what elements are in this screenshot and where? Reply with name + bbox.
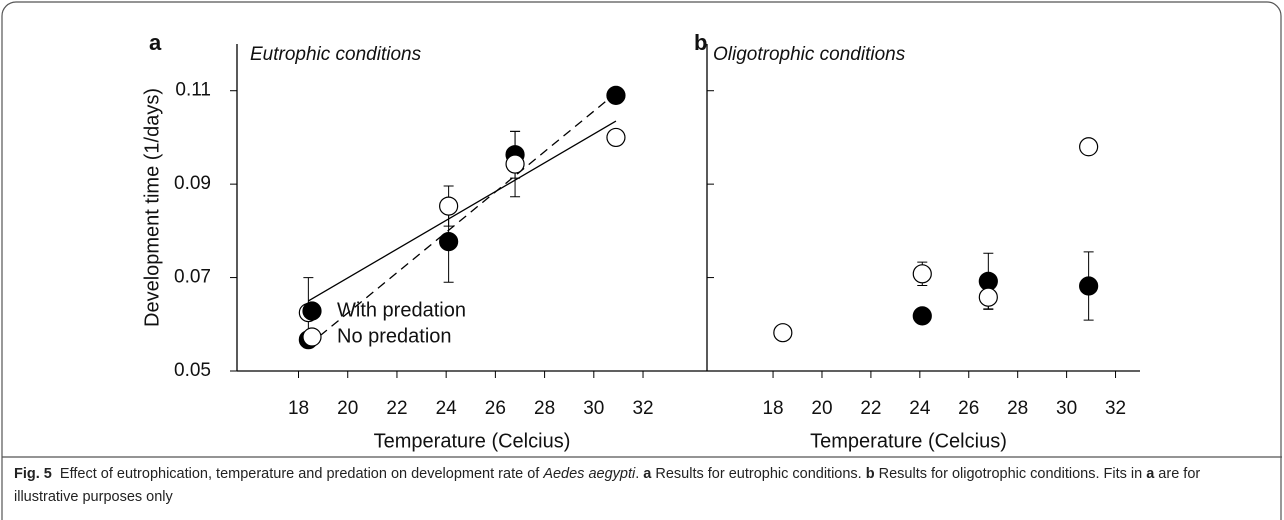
point: [912, 264, 932, 284]
x-tick-label: 22: [386, 398, 407, 419]
x-tick-label: 32: [632, 398, 653, 419]
x-tick-label: 26: [485, 398, 506, 419]
legend-label: With predation: [337, 299, 466, 321]
point: [606, 85, 626, 105]
x-tick-label: 28: [1007, 398, 1028, 419]
caption-segment: a: [1146, 466, 1155, 482]
fit-line: [308, 120, 617, 302]
caption-segment: Results for eutrophic conditions.: [651, 466, 866, 482]
caption-segment: are for illustrative purposes only: [14, 466, 1205, 505]
x-tick-label: 26: [958, 398, 979, 419]
legend-marker: [302, 327, 322, 347]
x-axis-label: Temperature (Celcius): [810, 430, 1007, 452]
panel-label: a: [149, 30, 162, 55]
point: [912, 306, 932, 326]
x-tick-label: 32: [1105, 398, 1126, 419]
x-axis-label: Temperature (Celcius): [374, 430, 571, 452]
x-tick-label: 30: [583, 398, 604, 419]
x-tick-label: 18: [762, 398, 783, 419]
caption-segment: a: [643, 466, 652, 482]
caption-segment: .: [635, 466, 644, 482]
y-tick-label: 0.09: [174, 173, 211, 194]
caption-segment: Results for oligotrophic conditions. Fit…: [874, 466, 1147, 482]
x-tick-label: 22: [860, 398, 881, 419]
panel-label: b: [694, 30, 707, 55]
fit-line: [307, 92, 617, 346]
legend-marker: [302, 301, 322, 321]
y-axis-label: Development time (1/days): [141, 88, 163, 327]
point: [505, 154, 525, 174]
caption-segment: Fig. 5: [14, 466, 52, 482]
point: [439, 232, 459, 252]
x-tick-label: 24: [909, 398, 931, 419]
legend-label: No predation: [337, 325, 452, 347]
point: [1079, 276, 1099, 296]
caption-segment: b: [865, 466, 875, 482]
x-tick-label: 28: [534, 398, 555, 419]
x-tick-label: 24: [436, 398, 458, 419]
caption: Fig. 5 Effect of eutrophication, tempera…: [14, 463, 1264, 509]
panel-title: Oligotrophic conditions: [713, 44, 906, 65]
point: [1079, 137, 1099, 157]
y-tick-label: 0.11: [175, 80, 211, 101]
x-tick-label: 20: [337, 398, 358, 419]
caption-segment: Effect of eutrophication, temperature an…: [51, 466, 544, 482]
point: [773, 323, 793, 343]
y-tick-label: 0.07: [174, 267, 211, 288]
point: [978, 287, 998, 307]
x-tick-label: 30: [1056, 398, 1077, 419]
y-tick-label: 0.05: [174, 360, 211, 381]
point: [439, 196, 459, 216]
panel-title: Eutrophic conditions: [250, 44, 422, 65]
x-tick-label: 18: [288, 398, 309, 419]
caption-segment: Aedes aegypti: [543, 466, 636, 482]
x-tick-label: 20: [811, 398, 832, 419]
point: [606, 127, 626, 148]
